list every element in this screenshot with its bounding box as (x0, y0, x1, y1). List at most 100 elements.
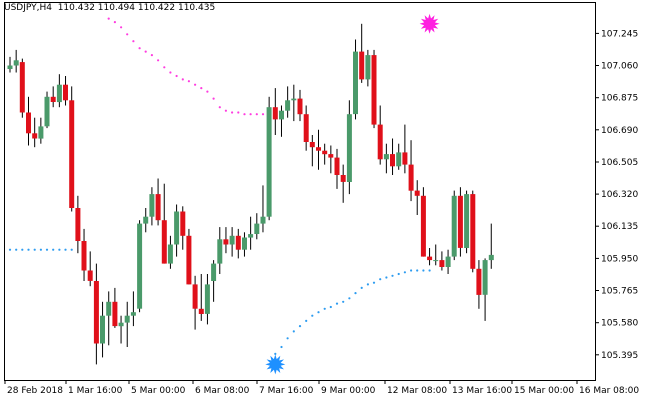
lower-channel-dot (64, 248, 67, 251)
candle (476, 260, 482, 309)
candle (161, 183, 167, 264)
y-tick-label: 105.395 (601, 351, 638, 361)
candle-body (242, 237, 247, 250)
upper-channel-dot (169, 71, 172, 74)
chart-header: USDJPY,H4 110.432 110.494 110.422 110.43… (4, 3, 215, 13)
upper-channel-dot (126, 33, 129, 36)
candles-layer (7, 23, 494, 365)
candle (260, 185, 266, 233)
candle-body (13, 60, 19, 66)
lower-channel-dot (422, 269, 425, 272)
y-tick-label: 105.580 (601, 319, 638, 329)
high-price: 110.494 (97, 3, 136, 13)
lower-channel-dot (335, 302, 339, 305)
candle (464, 190, 470, 254)
x-tick-label: 1 Mar 16:00 (68, 386, 123, 396)
candle (309, 135, 315, 167)
candle (56, 74, 62, 108)
candle-body (217, 239, 223, 264)
candle-body (464, 194, 470, 248)
lower-channel-dot (342, 300, 345, 303)
candle-body (118, 322, 124, 327)
candle-body (408, 164, 414, 191)
candle (32, 117, 38, 148)
candle (266, 96, 272, 221)
lower-channel-dot (298, 325, 302, 328)
candle-body (396, 152, 402, 167)
lower-channel-dot (366, 283, 369, 286)
candle (297, 89, 303, 122)
upper-channel-dot (163, 66, 166, 69)
upper-channel-dot (212, 97, 215, 100)
candle (100, 301, 105, 358)
candle (87, 251, 93, 287)
lower-channel-dot (379, 278, 382, 281)
candle-body (476, 268, 482, 295)
lower-channel-dot (360, 286, 363, 289)
candle (303, 105, 309, 151)
candle-body (155, 194, 161, 221)
candle (279, 105, 284, 137)
candle-body (285, 100, 291, 111)
y-tick-label: 106.135 (601, 222, 638, 232)
lower-channel-dot (305, 319, 308, 322)
candle-body (75, 208, 81, 241)
y-tick-label: 106.320 (601, 190, 638, 200)
candle (69, 86, 75, 212)
candle (316, 129, 321, 170)
candle (439, 251, 445, 271)
candle (50, 86, 56, 108)
upper-channel-dot (175, 74, 178, 78)
lower-channel-dot (70, 248, 73, 251)
candle-body (427, 256, 433, 261)
candle (174, 204, 180, 257)
upper-channel-dot (261, 113, 265, 116)
candle-body (112, 301, 118, 327)
lower-channel-dot (286, 337, 289, 340)
marker-layer (265, 13, 440, 375)
candle-body (279, 110, 284, 120)
lower-channel-dot (21, 248, 24, 251)
lower-channel-dot (311, 314, 314, 317)
lower-channel-dot (323, 307, 326, 310)
candle-body (414, 190, 420, 196)
candle (285, 86, 291, 118)
lower-channel-dot (317, 311, 320, 314)
candle (482, 258, 488, 321)
x-tick-label: 5 Mar 00:00 (131, 386, 186, 396)
candle (248, 216, 254, 250)
candle (149, 187, 155, 226)
candle (359, 23, 365, 83)
candle (427, 248, 433, 266)
candle-body (383, 154, 389, 160)
candle-body (161, 220, 167, 264)
candle-body (266, 107, 272, 217)
plot-frame (4, 2, 596, 381)
upper-channel-dot (249, 113, 252, 116)
candle (242, 232, 247, 257)
upper-channel-dot (107, 17, 110, 20)
candle-body (260, 216, 266, 224)
candle (420, 187, 426, 257)
x-tick-label: 28 Feb 2018 (7, 386, 63, 396)
upper-channel-dot (231, 111, 234, 114)
candle (223, 227, 229, 254)
lower-channel-dot (397, 272, 400, 276)
candle-body (93, 281, 99, 344)
candle (353, 39, 358, 120)
lower-channel-dot (280, 345, 283, 349)
candle-body (346, 114, 352, 182)
candle (229, 227, 235, 257)
candle-body (439, 260, 445, 267)
candle (340, 164, 346, 203)
lower-channel-dot (416, 269, 419, 272)
x-tick-label: 7 Mar 16:00 (259, 386, 314, 396)
candle (371, 49, 377, 129)
candle (383, 143, 389, 174)
lower-channel-dot (52, 248, 55, 251)
lower-channel-dot (329, 305, 332, 309)
candle (26, 96, 31, 146)
candle (38, 117, 44, 144)
